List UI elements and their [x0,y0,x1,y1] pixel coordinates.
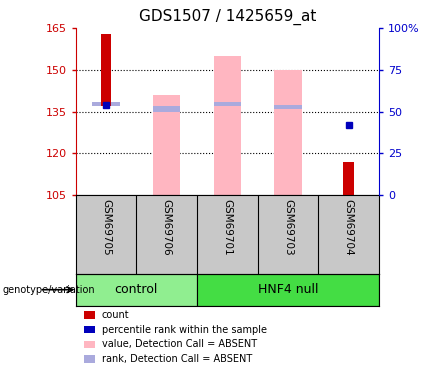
Bar [343,162,354,195]
Text: GSM69701: GSM69701 [222,199,233,256]
Bar [197,274,379,306]
Text: GSM69703: GSM69703 [283,199,293,256]
Bar [153,95,180,195]
Text: rank, Detection Call = ABSENT: rank, Detection Call = ABSENT [102,354,252,364]
Text: percentile rank within the sample: percentile rank within the sample [102,325,267,335]
Text: control: control [115,283,158,296]
Bar [101,34,111,106]
Title: GDS1507 / 1425659_at: GDS1507 / 1425659_at [139,9,316,26]
Text: GSM69706: GSM69706 [162,199,172,256]
Text: HNF4 null: HNF4 null [258,283,318,296]
Text: GSM69705: GSM69705 [101,199,111,256]
Bar [76,274,197,306]
Bar [214,56,241,195]
Bar [93,102,120,106]
Bar [275,70,301,195]
Bar [153,106,180,112]
Bar [275,105,301,109]
Text: value, Detection Call = ABSENT: value, Detection Call = ABSENT [102,339,257,350]
Text: GSM69704: GSM69704 [343,199,354,256]
Text: genotype/variation: genotype/variation [2,285,95,295]
Text: count: count [102,310,129,320]
Bar [214,102,241,106]
